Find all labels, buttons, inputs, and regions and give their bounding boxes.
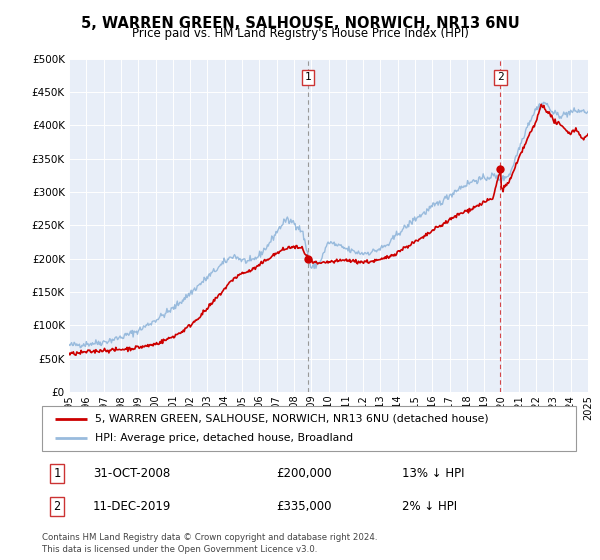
Text: 1: 1 xyxy=(305,72,311,82)
Text: 5, WARREN GREEN, SALHOUSE, NORWICH, NR13 6NU: 5, WARREN GREEN, SALHOUSE, NORWICH, NR13… xyxy=(80,16,520,31)
Text: 13% ↓ HPI: 13% ↓ HPI xyxy=(402,466,464,480)
Text: HPI: Average price, detached house, Broadland: HPI: Average price, detached house, Broa… xyxy=(95,433,353,444)
Text: 2: 2 xyxy=(497,72,504,82)
Text: 2: 2 xyxy=(53,500,61,514)
Text: 11-DEC-2019: 11-DEC-2019 xyxy=(93,500,172,514)
Text: 31-OCT-2008: 31-OCT-2008 xyxy=(93,466,170,480)
Text: Price paid vs. HM Land Registry's House Price Index (HPI): Price paid vs. HM Land Registry's House … xyxy=(131,27,469,40)
Text: £335,000: £335,000 xyxy=(276,500,331,514)
Text: 5, WARREN GREEN, SALHOUSE, NORWICH, NR13 6NU (detached house): 5, WARREN GREEN, SALHOUSE, NORWICH, NR13… xyxy=(95,413,489,423)
Text: 2% ↓ HPI: 2% ↓ HPI xyxy=(402,500,457,514)
Text: 1: 1 xyxy=(53,466,61,480)
Text: £200,000: £200,000 xyxy=(276,466,332,480)
Text: Contains HM Land Registry data © Crown copyright and database right 2024.
This d: Contains HM Land Registry data © Crown c… xyxy=(42,533,377,554)
